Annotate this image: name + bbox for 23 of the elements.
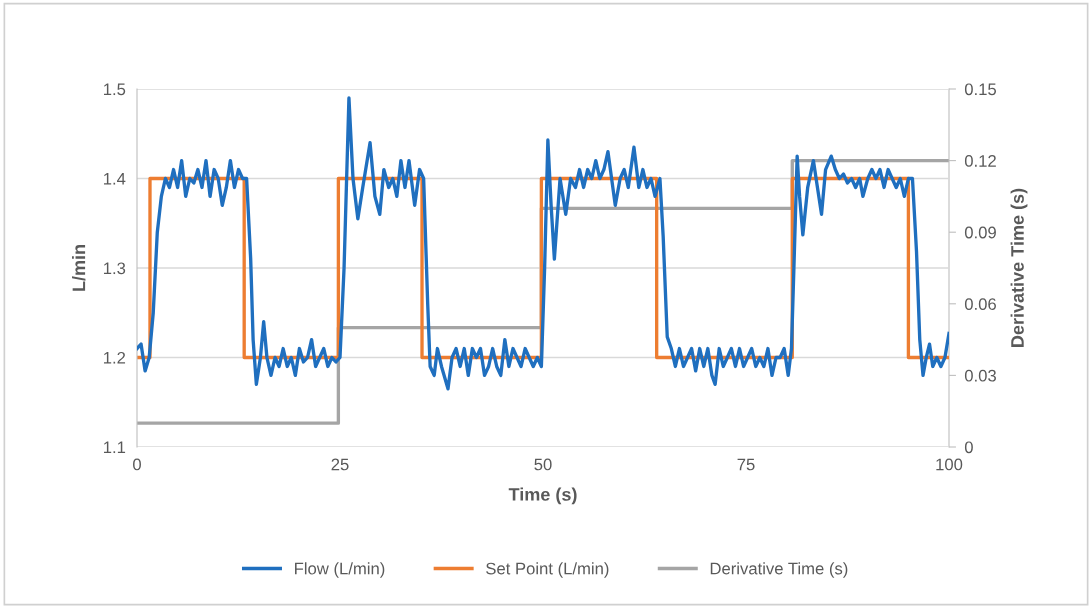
y2-tick-label: 0.12	[964, 155, 996, 167]
y-tick-label: 1.1	[103, 441, 126, 454]
y-tick-label: 1.3	[103, 262, 126, 275]
x-tick-label: 50	[534, 458, 552, 471]
y-tick-label: 1.5	[103, 83, 126, 96]
legend-label: Set Point (L/min)	[486, 562, 609, 578]
x-tick-label: 0	[133, 458, 141, 471]
y-tick-label: 1.4	[103, 173, 126, 185]
y2-tick-label: 0.06	[964, 298, 996, 310]
line-series	[137, 96, 949, 391]
y2-tick-label: 0	[964, 441, 973, 454]
legend-label: Flow (L/min)	[295, 562, 385, 578]
x-tick-label: 100	[936, 458, 963, 471]
y2-tick-label: 0.15	[964, 83, 997, 96]
y2-tick-label: 0.03	[964, 369, 996, 382]
legend-label: Derivative Time (s)	[710, 562, 848, 578]
x-tick-label: 75	[737, 458, 755, 471]
y-tick-label: 1.2	[103, 351, 126, 364]
x-tick-label: 25	[331, 458, 349, 471]
y-axis-title: L/min	[72, 245, 86, 291]
x-axis-title: Time (s)	[508, 487, 577, 505]
y2-axis-title: Derivative Time (s)	[1010, 188, 1028, 347]
y2-tick-label: 0.09	[964, 226, 996, 239]
